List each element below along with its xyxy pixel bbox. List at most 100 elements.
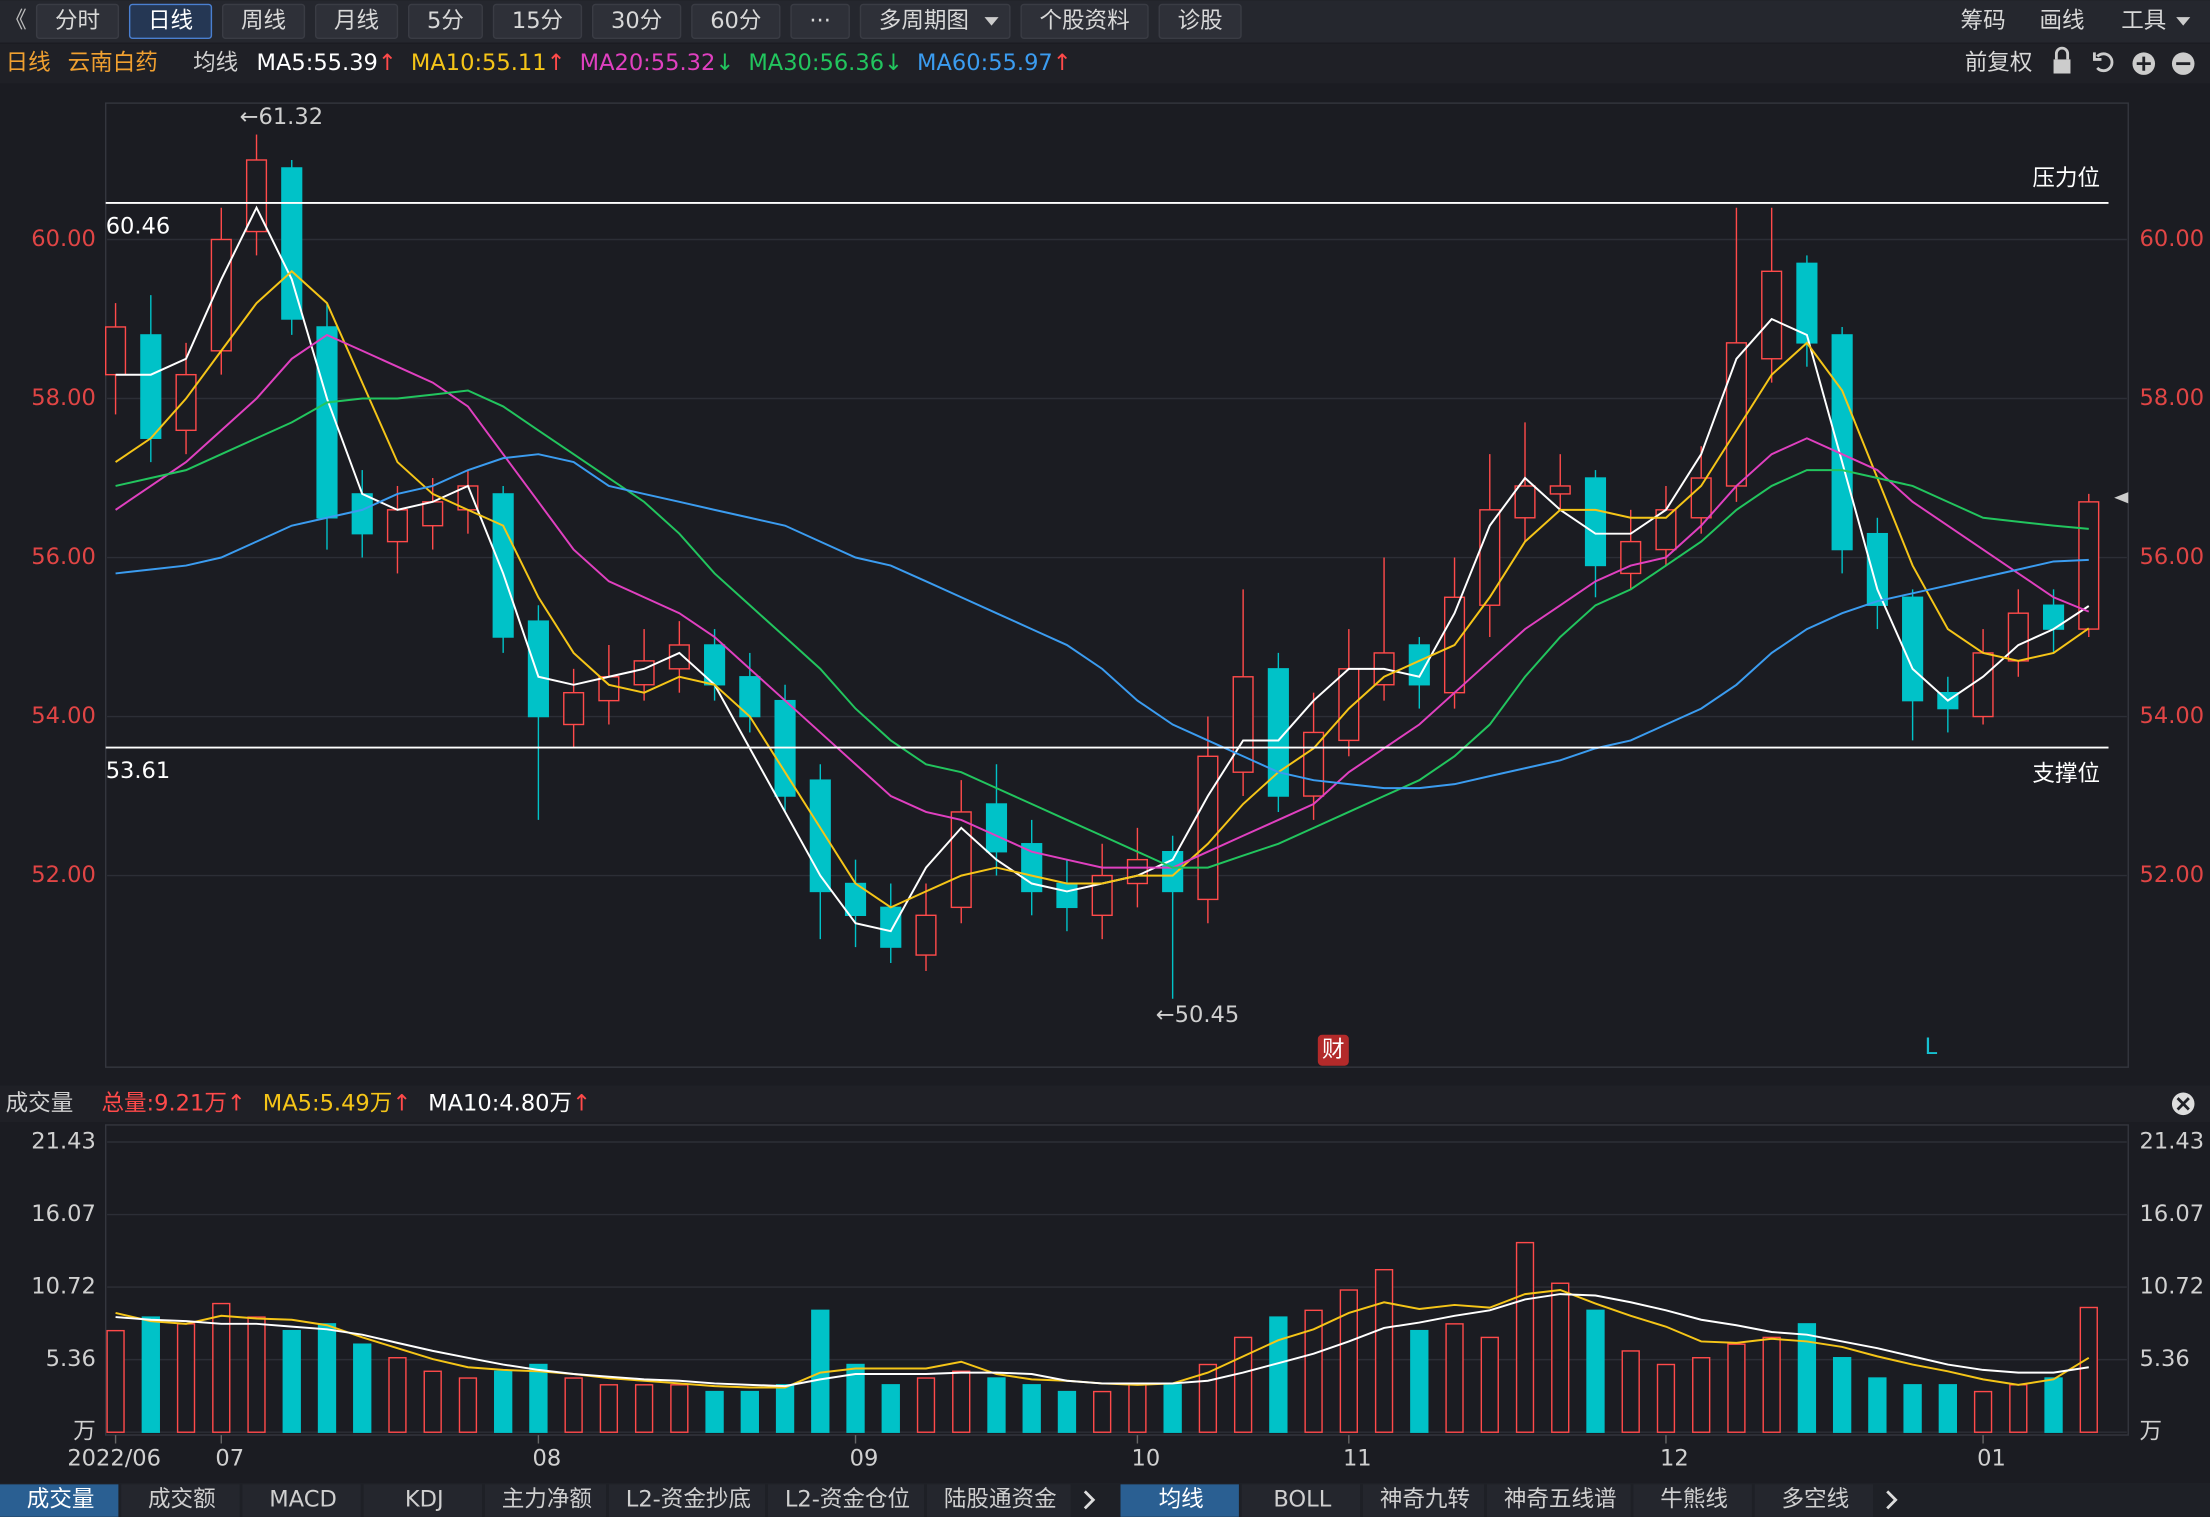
volume-bar — [1832, 1357, 1852, 1433]
candle-body — [492, 493, 514, 638]
candle-body — [1831, 334, 1853, 551]
volume-bar — [1551, 1282, 1570, 1433]
toolbar-tab[interactable]: 5分 — [427, 8, 464, 34]
volume-info: MA5:5.49万 — [263, 1090, 393, 1116]
indicator-tab[interactable]: KDJ — [405, 1486, 444, 1512]
toolbar-menu[interactable]: 筹码 — [1961, 8, 2006, 34]
indicator-tab-bg[interactable] — [767, 1484, 925, 1517]
indicator-tab[interactable]: BOLL — [1273, 1486, 1331, 1512]
lock-icon[interactable] — [2053, 59, 2071, 74]
ma-value: MA10:55.11 — [411, 50, 547, 76]
indicator-tab-bg[interactable] — [1633, 1484, 1752, 1517]
indicator-tab[interactable]: 成交量 — [27, 1486, 95, 1512]
volume-bar — [1621, 1350, 1640, 1433]
volume-bar — [1762, 1336, 1781, 1433]
toolbar-tab-bg[interactable] — [221, 3, 306, 39]
stock-name: 云南白药 — [68, 50, 158, 76]
toolbar-tab-bg[interactable] — [859, 3, 1011, 39]
indicator-tab[interactable]: 神奇五线谱 — [1504, 1486, 1617, 1512]
indicator-tab[interactable]: 陆股通资金 — [944, 1486, 1057, 1512]
indicator-tab-bg[interactable] — [1120, 1484, 1239, 1517]
undo-icon[interactable] — [2093, 52, 2114, 73]
toolbar-tab[interactable]: 日线 — [148, 8, 193, 34]
volume-bar — [775, 1384, 795, 1433]
toolbar-tab-bg[interactable] — [691, 3, 781, 39]
toolbar-tab-bg[interactable] — [1020, 3, 1149, 39]
indicator-tab[interactable]: 主力净额 — [502, 1486, 592, 1512]
indicator-tab[interactable]: 神奇九转 — [1380, 1486, 1470, 1512]
candle-body — [316, 326, 338, 519]
finance-marker-bg[interactable] — [1317, 1034, 1349, 1066]
candle-body — [950, 811, 972, 909]
indicator-tab-bg[interactable] — [608, 1484, 766, 1517]
toolbar-tab[interactable]: 30分 — [611, 8, 662, 34]
indicator-tab[interactable]: L2-资金抄底 — [626, 1486, 751, 1512]
l-marker[interactable]: L — [1925, 1034, 1938, 1060]
toolbar-menu[interactable]: 画线 — [2039, 8, 2084, 34]
indicator-tab-bg[interactable] — [484, 1484, 607, 1517]
ma-arrow: ↑ — [1053, 50, 1072, 76]
candle-body — [1761, 270, 1783, 360]
volume-bar — [1128, 1384, 1147, 1433]
toolbar-tab[interactable]: 分时 — [55, 8, 100, 34]
toolbar-tab-bg[interactable] — [591, 3, 682, 39]
candle-body — [1866, 532, 1888, 606]
indicator-tab[interactable]: 多空线 — [1781, 1486, 1849, 1512]
toolbar-tab[interactable]: 月线 — [334, 8, 379, 34]
indicator-tab-bg[interactable] — [242, 1484, 361, 1517]
indicator-tab-bg[interactable] — [363, 1484, 483, 1517]
back-icon[interactable]: 《 — [4, 8, 27, 34]
indicator-tab[interactable]: L2-资金仓位 — [785, 1486, 910, 1512]
finance-marker[interactable]: 财 — [1322, 1037, 1345, 1063]
toolbar-tab-bg[interactable] — [790, 3, 850, 39]
volume-bar — [1656, 1363, 1676, 1433]
candle-body — [1620, 540, 1642, 575]
toolbar-tab[interactable]: 60分 — [710, 8, 761, 34]
candle-body — [633, 660, 655, 686]
indicator-tab-bg[interactable] — [1754, 1484, 1874, 1517]
toolbar-tab-bg[interactable] — [35, 3, 120, 39]
ma-line — [115, 333, 2090, 869]
toolbar-tab[interactable]: 个股资料 — [1039, 8, 1129, 34]
toolbar-tab[interactable]: 诊股 — [1178, 8, 1223, 34]
y-tick-label: 10.72 — [31, 1274, 96, 1300]
scroll-arrow[interactable] — [1083, 1490, 1096, 1510]
toolbar-menu[interactable]: 工具 — [2121, 8, 2166, 34]
indicator-tab[interactable]: 成交额 — [148, 1486, 216, 1512]
candle-body — [281, 167, 303, 320]
indicator-tab[interactable]: MACD — [269, 1486, 337, 1512]
toolbar-tab-bg[interactable] — [128, 3, 213, 39]
toolbar-tab-bg[interactable] — [492, 3, 583, 39]
toolbar-tab[interactable]: 周线 — [241, 8, 286, 34]
toolbar-tab-bg[interactable] — [314, 3, 399, 39]
indicator-tab-bg[interactable] — [926, 1484, 1071, 1517]
indicator-tab[interactable]: 牛熊线 — [1660, 1486, 1728, 1512]
candle-body — [1338, 668, 1360, 742]
ma-line — [115, 269, 2090, 909]
volume-bar — [317, 1323, 337, 1433]
toolbar-tab[interactable]: ··· — [809, 8, 831, 34]
volume-bar — [494, 1370, 513, 1433]
extreme-label: ←61.32 — [240, 104, 323, 130]
indicator-tab-bg[interactable] — [1362, 1484, 1485, 1517]
indicator-tab-bg[interactable] — [1486, 1484, 1631, 1517]
candle-body — [105, 326, 127, 376]
indicator-tab[interactable]: 均线 — [1159, 1486, 1204, 1512]
candle-body — [175, 373, 197, 432]
adjust[interactable]: 前复权 — [1965, 50, 2033, 76]
indicator-tab-bg[interactable] — [0, 1484, 119, 1517]
x-tick-label: 11 — [1343, 1445, 1372, 1471]
toolbar-tab-bg[interactable] — [407, 3, 483, 39]
candle-body — [1584, 477, 1607, 567]
toolbar-tab-bg[interactable] — [1158, 3, 1242, 39]
indicator-tab-bg[interactable] — [1241, 1484, 1361, 1517]
level-name: 支撑位 — [2032, 761, 2100, 787]
scroll-arrow[interactable] — [1886, 1490, 1898, 1510]
volume-bar — [564, 1377, 583, 1433]
volume-arrow: ↑ — [572, 1090, 591, 1116]
toolbar-tab[interactable]: 多周期图 — [879, 8, 969, 34]
volume-bar — [2044, 1377, 2063, 1433]
x-tick-label: 12 — [1660, 1445, 1689, 1471]
indicator-tab-bg[interactable] — [121, 1484, 240, 1517]
toolbar-tab[interactable]: 15分 — [512, 8, 563, 34]
